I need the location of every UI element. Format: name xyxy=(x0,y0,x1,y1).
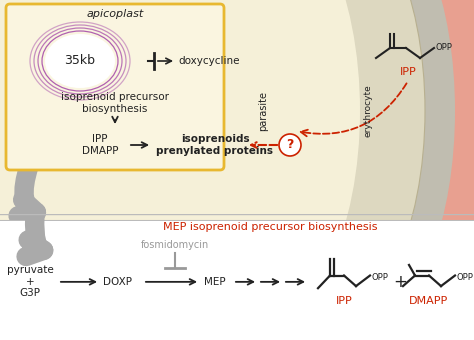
Text: parasite: parasite xyxy=(258,91,268,131)
Ellipse shape xyxy=(150,0,360,331)
Text: DMAPP: DMAPP xyxy=(410,296,448,306)
Text: IPP: IPP xyxy=(336,296,352,306)
Text: fosmidomycin: fosmidomycin xyxy=(141,240,209,250)
Text: 35kb: 35kb xyxy=(64,54,95,68)
FancyArrowPatch shape xyxy=(26,217,44,256)
Ellipse shape xyxy=(215,0,425,331)
Text: OPP: OPP xyxy=(457,273,474,282)
Text: doxycycline: doxycycline xyxy=(178,56,239,66)
Ellipse shape xyxy=(330,0,474,311)
Text: erythrocyte: erythrocyte xyxy=(364,85,373,137)
Text: +: + xyxy=(393,273,407,291)
Text: OPP: OPP xyxy=(372,273,389,282)
FancyBboxPatch shape xyxy=(6,4,224,170)
Text: apicoplast: apicoplast xyxy=(86,9,144,19)
Text: pyruvate
+
G3P: pyruvate + G3P xyxy=(7,265,54,299)
Text: MEP: MEP xyxy=(204,277,226,287)
Text: ?: ? xyxy=(286,138,294,152)
Text: isoprenoids
prenylated proteins: isoprenoids prenylated proteins xyxy=(156,134,273,156)
Circle shape xyxy=(279,134,301,156)
Text: OPP: OPP xyxy=(436,44,453,52)
Ellipse shape xyxy=(295,0,455,311)
FancyArrowPatch shape xyxy=(18,166,36,216)
Text: isoprenoid precursor
biosynthesis: isoprenoid precursor biosynthesis xyxy=(61,92,169,114)
Ellipse shape xyxy=(45,34,115,88)
Text: MEP isoprenoid precursor biosynthesis: MEP isoprenoid precursor biosynthesis xyxy=(163,222,377,232)
FancyArrowPatch shape xyxy=(301,83,407,136)
Text: IPP: IPP xyxy=(400,67,416,77)
Text: IPP
DMAPP: IPP DMAPP xyxy=(82,134,118,156)
Text: DOXP: DOXP xyxy=(103,277,133,287)
